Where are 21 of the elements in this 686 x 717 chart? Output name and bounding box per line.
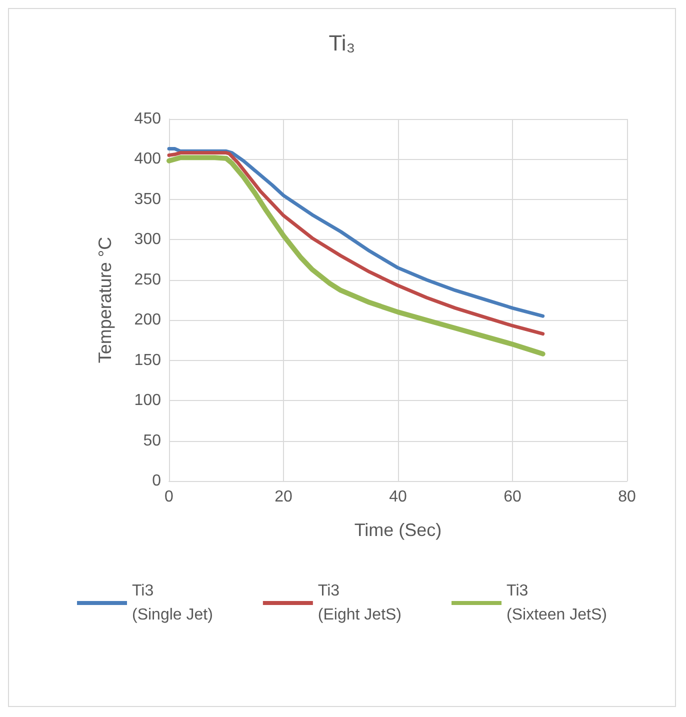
y-tick-label: 100 bbox=[134, 392, 162, 410]
legend-label: Ti3 (Eight JetS) bbox=[318, 582, 402, 624]
x-axis-title: Time (Sec) bbox=[354, 520, 442, 540]
x-tick-label: 60 bbox=[504, 488, 522, 506]
y-tick-label: 450 bbox=[134, 110, 162, 128]
legend-label: Ti3 (Sixteen JetS) bbox=[506, 582, 607, 624]
y-tick-label: 300 bbox=[134, 231, 162, 248]
y-tick-label: 400 bbox=[134, 150, 162, 168]
y-tick-label: 250 bbox=[134, 271, 162, 288]
legend-label: Ti3 (Single Jet) bbox=[132, 582, 213, 624]
y-tick-label: 350 bbox=[134, 190, 162, 208]
y-tick-label: 0 bbox=[152, 472, 162, 490]
x-tick-label: 40 bbox=[389, 488, 407, 506]
x-tick-label: 80 bbox=[618, 488, 636, 506]
chart-title: Ti₃ bbox=[328, 30, 356, 56]
y-axis-title: Temperature °C bbox=[95, 236, 115, 364]
y-tick-label: 200 bbox=[134, 312, 162, 329]
y-tick-label: 150 bbox=[134, 352, 162, 369]
x-tick-label: 0 bbox=[164, 488, 174, 506]
y-tick-label: 50 bbox=[143, 432, 162, 450]
x-tick-label: 20 bbox=[274, 488, 292, 506]
